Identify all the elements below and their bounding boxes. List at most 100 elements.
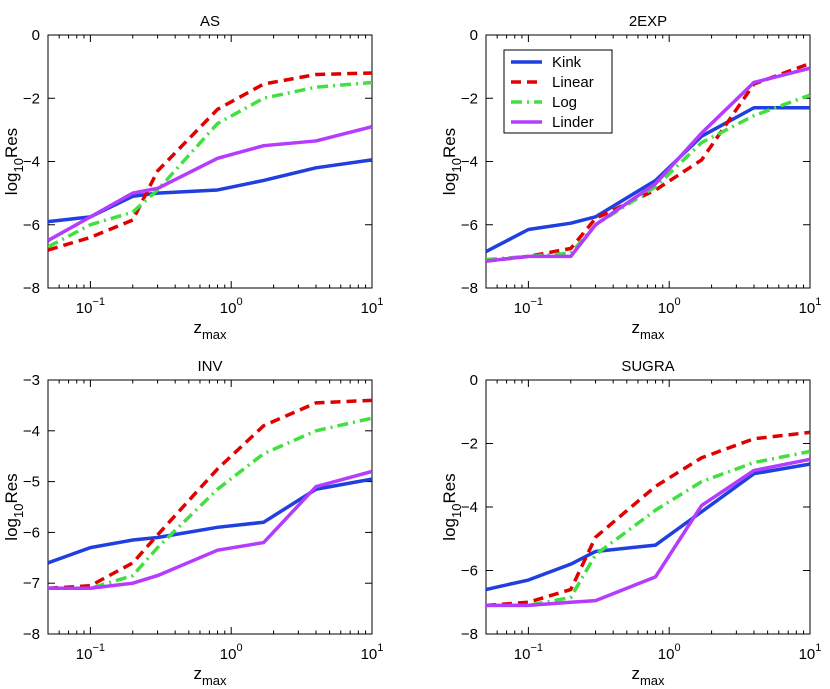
x-axis-label: zmax	[631, 664, 665, 688]
x-tick-label: 100	[220, 296, 243, 317]
x-tick-base: 10	[76, 646, 93, 663]
x-tick-exponent: −1	[92, 642, 105, 654]
x-tick-base: 10	[514, 300, 531, 317]
series-line-log	[48, 80, 372, 249]
series-line-linder	[48, 125, 372, 243]
x-tick-label: 10−1	[76, 642, 105, 663]
x-tick-base: 10	[361, 300, 378, 317]
x-tick-base: 10	[658, 646, 675, 663]
y-tick-label: −6	[461, 563, 478, 580]
legend-label-linder: Linder	[552, 114, 594, 131]
y-tick-label: −4	[23, 154, 40, 171]
chart-title: 2EXP	[629, 13, 667, 30]
x-tick-label: 101	[361, 296, 384, 317]
legend-label-linear: Linear	[552, 74, 594, 91]
x-tick-base: 10	[658, 300, 675, 317]
y-tick-label: 0	[470, 27, 478, 44]
y-axis-label-main: log	[440, 173, 459, 196]
y-tick-label: −8	[461, 626, 478, 643]
x-axis-label-subscript: max	[202, 673, 227, 688]
y-tick-label: −3	[23, 372, 40, 389]
y-axis-label-suffix: Res	[2, 473, 21, 503]
y-tick-label: −6	[461, 217, 478, 234]
x-tick-base: 10	[76, 300, 93, 317]
y-axis-label-suffix: Res	[440, 128, 459, 158]
x-tick-label: 10−1	[514, 642, 543, 663]
series-line-kink	[486, 462, 810, 592]
y-axis-label-main: log	[2, 518, 21, 541]
y-tick-label: 0	[32, 27, 40, 44]
x-tick-label: 100	[658, 642, 681, 663]
x-tick-label: 100	[220, 642, 243, 663]
legend-label-log: Log	[552, 94, 577, 111]
series-line-kink	[486, 105, 810, 254]
x-tick-base: 10	[799, 646, 816, 663]
x-tick-exponent: 0	[236, 296, 242, 308]
chart-title: INV	[197, 358, 222, 375]
x-tick-label: 100	[658, 296, 681, 317]
x-tick-base: 10	[514, 646, 531, 663]
y-tick-label: −2	[23, 90, 40, 107]
x-tick-exponent: −1	[92, 296, 105, 308]
y-axis-label: log10Res	[440, 473, 464, 540]
y-tick-label: −6	[23, 524, 40, 541]
y-tick-label: −4	[461, 154, 478, 171]
x-tick-exponent: 0	[236, 642, 242, 654]
x-tick-label: 10−1	[76, 296, 105, 317]
y-axis-label: log10Res	[2, 473, 26, 540]
y-axis-label-subscript: 10	[449, 504, 464, 518]
x-axis-label-main: z	[193, 664, 202, 683]
series-group	[48, 398, 372, 591]
y-axis-label: log10Res	[440, 128, 464, 195]
y-axis-label-suffix: Res	[440, 473, 459, 503]
plot-area	[47, 379, 373, 635]
y-axis-label: log10Res	[2, 128, 26, 195]
x-axis-label-main: z	[631, 664, 640, 683]
y-axis-label-main: log	[440, 518, 459, 541]
x-tick-exponent: −1	[530, 642, 543, 654]
x-tick-exponent: 0	[674, 296, 680, 308]
y-tick-label: −2	[461, 90, 478, 107]
x-tick-base: 10	[220, 646, 237, 663]
y-tick-label: −4	[23, 423, 40, 440]
x-tick-base: 10	[220, 300, 237, 317]
x-tick-label: 101	[799, 642, 822, 663]
chart-title: AS	[200, 13, 220, 30]
x-tick-label: 101	[799, 296, 822, 317]
plot-area	[485, 379, 811, 635]
legend: Kink Linear Log Linder	[503, 49, 613, 134]
x-axis-label-main: z	[193, 318, 202, 337]
y-tick-label: −2	[461, 436, 478, 453]
x-axis-label: zmax	[193, 318, 227, 342]
x-axis-label: zmax	[193, 664, 227, 688]
y-tick-label: −8	[23, 280, 40, 297]
y-tick-label: −6	[23, 217, 40, 234]
series-line-linear	[48, 71, 372, 252]
y-tick-label: −7	[23, 575, 40, 592]
series-line-linder	[486, 457, 810, 608]
x-tick-exponent: 1	[815, 296, 821, 308]
series-line-linder	[48, 469, 372, 591]
series-line-linder	[486, 66, 810, 263]
series-line-linear	[486, 430, 810, 608]
x-axis-label-main: z	[631, 318, 640, 337]
series-line-linear	[48, 398, 372, 591]
x-tick-label: 10−1	[514, 296, 543, 317]
x-axis-label: zmax	[631, 318, 665, 342]
x-tick-base: 10	[361, 646, 378, 663]
x-tick-label: 101	[361, 642, 384, 663]
x-tick-exponent: −1	[530, 296, 543, 308]
y-tick-label: −8	[461, 280, 478, 297]
y-axis-label-subscript: 10	[11, 504, 26, 518]
legend-box	[503, 49, 613, 134]
x-tick-exponent: 1	[377, 296, 383, 308]
y-axis-label-subscript: 10	[449, 158, 464, 172]
x-axis-label-subscript: max	[202, 327, 227, 342]
x-tick-base: 10	[799, 300, 816, 317]
